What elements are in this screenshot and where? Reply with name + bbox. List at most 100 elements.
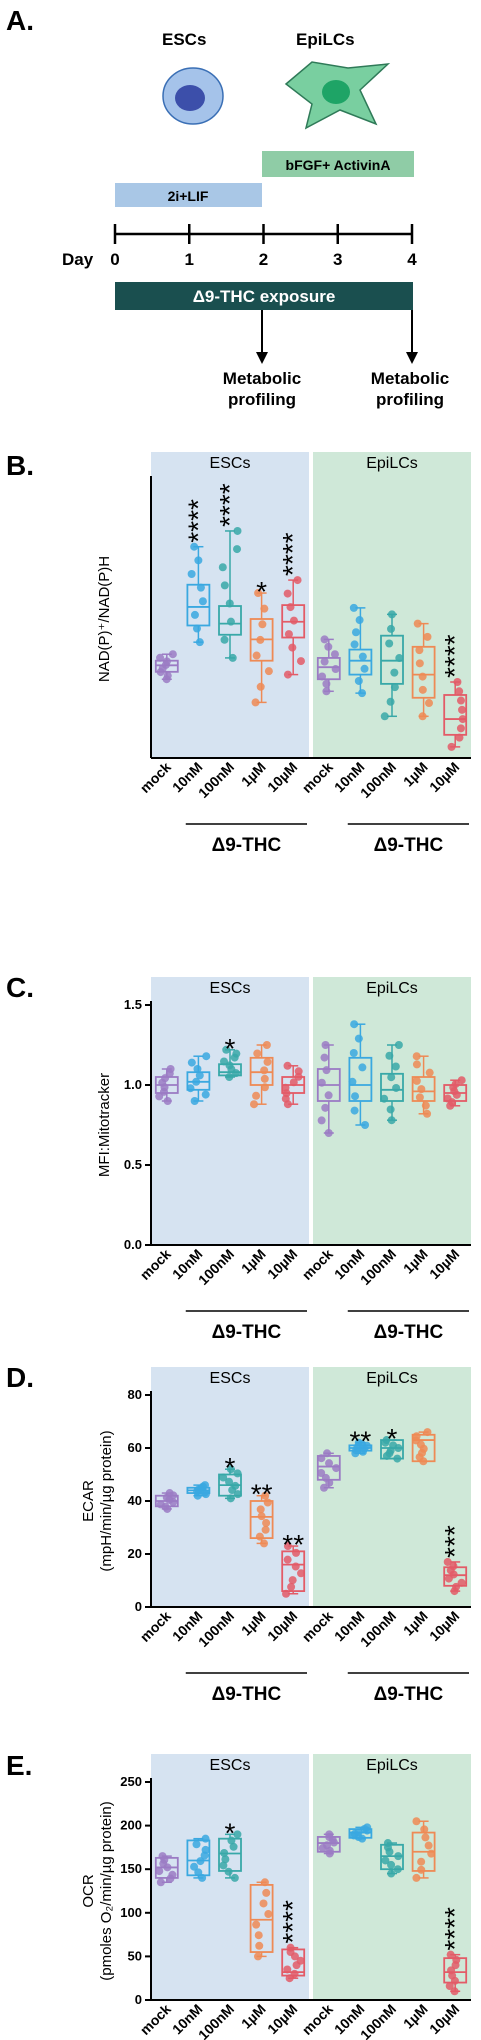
- data-point: [194, 556, 203, 565]
- data-point: [412, 1052, 421, 1061]
- data-point: [354, 1034, 363, 1043]
- data-point: [163, 1097, 172, 1105]
- y-tick-label: 60: [128, 1440, 142, 1455]
- data-point: [417, 1085, 426, 1094]
- data-point: [297, 1569, 306, 1578]
- chart-panel: C. ESCs EpiLCs 0.0 0.5 1.0 1.5 MFI:Mitotracker m…: [6, 972, 471, 1343]
- category-label: 10µM: [264, 1246, 300, 1282]
- y-tick-label: 200: [120, 1818, 142, 1833]
- y-tick-label: 100: [120, 1905, 142, 1920]
- data-point: [358, 1063, 367, 1072]
- y-axis-label: NAD(P)⁺/NAD(P)H: [96, 556, 113, 682]
- data-point: [317, 1454, 326, 1463]
- data-point: [349, 1049, 358, 1057]
- data-point: [218, 563, 227, 572]
- data-point: [354, 676, 363, 685]
- data-point: [358, 689, 367, 698]
- data-point: [230, 1873, 239, 1882]
- data-point: [456, 696, 465, 705]
- data-point: [220, 1057, 229, 1066]
- panel-label: C.: [6, 972, 34, 1003]
- data-point: [226, 617, 235, 626]
- category-label: 100nM: [195, 2001, 237, 2040]
- category-label: mock: [137, 1608, 174, 1645]
- y-axis-label-units: (mpH/min/µg protein): [98, 1430, 115, 1571]
- data-point: [163, 671, 172, 680]
- significance-mark: ****: [182, 499, 213, 543]
- data-point: [348, 1077, 357, 1086]
- y-tick-label: 80: [128, 1387, 142, 1402]
- category-label: mock: [299, 2001, 336, 2038]
- group-label: ESCs: [210, 1757, 251, 1774]
- chart-panels: B. ESCs EpiLCsNAD(P)⁺/NAD(P)Hmock****10nM*…: [6, 450, 471, 2040]
- data-point: [443, 1094, 452, 1103]
- data-point: [158, 1852, 167, 1861]
- data-point: [361, 1121, 370, 1129]
- data-point: [354, 1438, 363, 1447]
- data-point: [195, 1071, 204, 1080]
- data-point: [418, 672, 427, 681]
- data-point: [259, 1899, 268, 1908]
- category-label: 100nM: [357, 1608, 399, 1650]
- data-point: [383, 1839, 392, 1848]
- data-point: [415, 1093, 424, 1102]
- data-point: [296, 1956, 305, 1965]
- data-point: [166, 1065, 175, 1073]
- data-point: [168, 1870, 177, 1879]
- data-point: [260, 1066, 269, 1075]
- data-point: [201, 1090, 210, 1099]
- data-point: [351, 628, 360, 637]
- data-point: [385, 639, 394, 648]
- data-point: [219, 1473, 228, 1482]
- data-point: [225, 599, 234, 608]
- category-label: 10µM: [264, 1608, 300, 1644]
- data-point: [225, 1477, 234, 1486]
- data-point: [187, 1058, 196, 1067]
- data-point: [317, 1078, 326, 1087]
- day-tick-label: 1: [185, 250, 194, 269]
- category-label: 100nM: [357, 759, 399, 801]
- data-point: [264, 1910, 273, 1919]
- y-axis-label: MFI:Mitotracker: [96, 1073, 113, 1177]
- y-tick-label: 0: [135, 1992, 142, 2007]
- significance-mark: *: [225, 1817, 236, 1848]
- data-point: [382, 1436, 391, 1445]
- data-point: [451, 1079, 460, 1088]
- day-label: Day: [62, 250, 94, 269]
- group-label: EpiLCs: [366, 455, 418, 472]
- arrow-head-day4: [406, 352, 418, 364]
- chart-panel: B. ESCs EpiLCsNAD(P)⁺/NAD(P)Hmock****10nM*…: [6, 450, 471, 856]
- day-tick-label: 4: [407, 250, 417, 269]
- data-point: [447, 1966, 456, 1975]
- data-point: [320, 1053, 329, 1062]
- data-point: [254, 589, 263, 598]
- epilc-nucleus-icon: [322, 80, 350, 104]
- box-body: [348, 648, 373, 676]
- arrow-head-day2: [256, 352, 268, 364]
- y-tick-label: 0.0: [124, 1237, 142, 1252]
- data-point: [452, 1582, 461, 1591]
- data-point: [415, 646, 424, 655]
- data-point: [229, 1842, 238, 1851]
- data-point: [317, 1468, 326, 1477]
- data-point: [363, 1823, 372, 1832]
- data-point: [219, 1861, 228, 1870]
- data-point: [387, 610, 396, 619]
- data-point: [323, 1841, 332, 1850]
- data-point: [258, 620, 267, 629]
- data-point: [389, 1441, 398, 1450]
- data-point: [190, 1862, 199, 1871]
- data-point: [424, 1841, 433, 1850]
- data-point: [423, 1109, 432, 1118]
- data-point: [390, 668, 399, 677]
- data-point: [447, 742, 456, 751]
- data-point: [380, 1094, 389, 1103]
- data-point: [350, 1106, 359, 1115]
- data-point: [192, 1840, 201, 1849]
- data-point: [323, 1449, 332, 1458]
- data-point: [224, 1867, 233, 1876]
- data-point: [261, 1491, 270, 1500]
- data-point: [350, 640, 359, 649]
- data-point: [283, 670, 292, 679]
- data-point: [233, 1830, 242, 1839]
